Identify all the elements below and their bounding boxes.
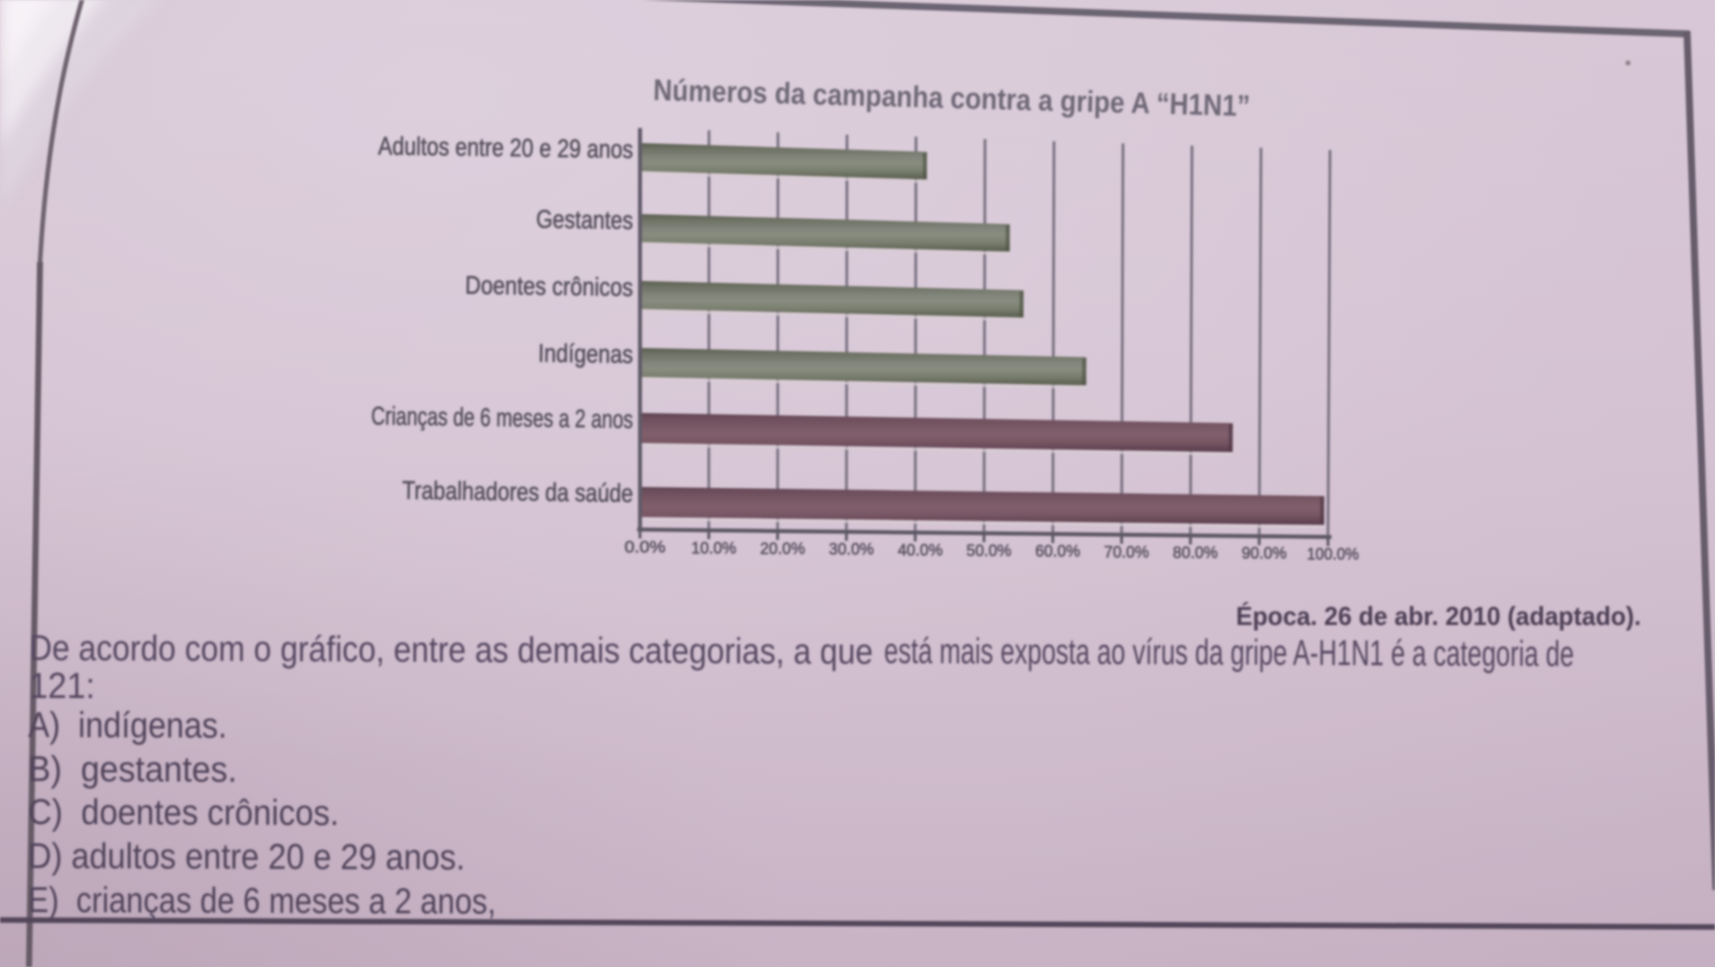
svg-text:Doentes crônicos: Doentes crônicos xyxy=(465,272,633,302)
svg-text:D) adultos entre 20 e 29 anos.: D) adultos entre 20 e 29 anos. xyxy=(28,835,465,878)
svg-text:60.0%: 60.0% xyxy=(1035,542,1080,561)
svg-text:20.0%: 20.0% xyxy=(760,539,805,558)
svg-text:E) crianças de 6 meses a 2 an: E) crianças de 6 meses a 2 anos, xyxy=(28,879,496,922)
svg-text:50.0%: 50.0% xyxy=(966,541,1011,560)
svg-text:C) doentes crônicos.: C) doentes crônicos. xyxy=(28,791,339,833)
svg-text:está mais exposta ao vírus da: está mais exposta ao vírus da gripe A-H1… xyxy=(884,630,1574,674)
svg-text:A) indígenas.: A) indígenas. xyxy=(28,704,227,746)
svg-text:70.0%: 70.0% xyxy=(1104,542,1149,561)
svg-text:B) gestantes.: B) gestantes. xyxy=(28,748,237,790)
svg-text:De acordo com o gráfico, entre: De acordo com o gráfico, entre as demais… xyxy=(29,627,873,672)
svg-text:Gestantes: Gestantes xyxy=(536,206,633,235)
svg-text:40.0%: 40.0% xyxy=(898,540,943,559)
svg-text:Crianças de 6 meses a 2 anos: Crianças de 6 meses a 2 anos xyxy=(371,402,633,434)
svg-text:Época. 26 de abr. 2010 (adapta: Época. 26 de abr. 2010 (adaptado). xyxy=(1236,601,1641,631)
svg-text:121:: 121: xyxy=(29,665,95,706)
svg-text:Trabalhadores da saúde: Trabalhadores da saúde xyxy=(402,477,633,508)
svg-text:100.0%: 100.0% xyxy=(1307,544,1359,563)
svg-text:80.0%: 80.0% xyxy=(1173,543,1218,562)
svg-text:90.0%: 90.0% xyxy=(1242,544,1287,563)
svg-text:Números da campanha contra a g: Números da campanha contra a gripe A “H1… xyxy=(653,74,1251,123)
svg-text:0.0%: 0.0% xyxy=(625,538,666,557)
svg-text:10.0%: 10.0% xyxy=(691,538,736,557)
svg-text:Adultos entre 20 e 29 anos: Adultos entre 20 e 29 anos xyxy=(378,132,633,164)
svg-text:Indígenas: Indígenas xyxy=(538,340,633,369)
svg-text:30.0%: 30.0% xyxy=(829,540,874,559)
